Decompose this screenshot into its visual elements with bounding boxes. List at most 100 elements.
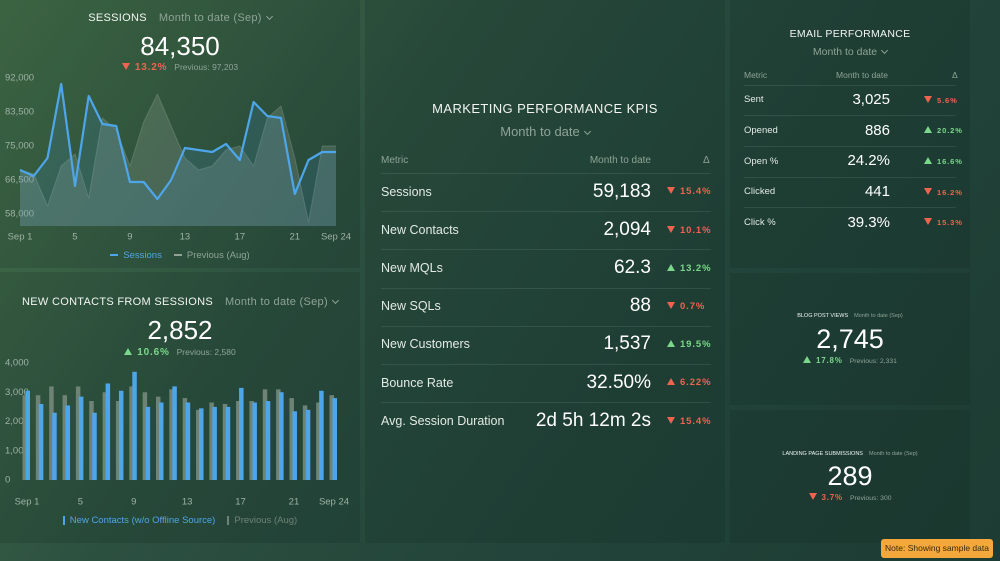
trend-arrow xyxy=(803,356,812,363)
row-divider xyxy=(381,249,711,251)
x-tick-label: 13 xyxy=(182,497,193,508)
period-selector[interactable]: Month to date xyxy=(730,46,970,58)
metric-name: Open % xyxy=(744,155,779,167)
widget-header: LANDING PAGE SUBMISSIONS Month to date (S… xyxy=(730,451,970,457)
metric-name: Click % xyxy=(744,217,776,229)
y-tick-label: 3,000 xyxy=(5,387,29,398)
bar xyxy=(22,395,27,480)
bar xyxy=(265,401,271,480)
bar xyxy=(279,392,284,480)
new-contacts-chart: 0 1,000 2,000 3,000 4,000 Sep 1 5 9 13 17 21 Sep 24 xyxy=(5,358,349,508)
bar xyxy=(49,386,54,480)
period-selector[interactable]: Month to date (Sep) xyxy=(868,451,918,457)
metric-name: New MQLs xyxy=(381,260,443,275)
bar xyxy=(38,403,44,480)
bar xyxy=(75,386,81,480)
metric-change: 15.3% xyxy=(924,218,963,227)
trend-arrow xyxy=(808,493,817,500)
change: 3.7% xyxy=(821,493,843,502)
landing-submissions-widget: LANDING PAGE SUBMISSIONS Month to date (S… xyxy=(730,410,970,543)
row-divider xyxy=(744,146,956,148)
bar xyxy=(132,371,137,480)
bar xyxy=(289,398,294,480)
y-tick-label: 1,000 xyxy=(5,445,29,456)
change: 20.2% xyxy=(937,126,963,136)
metric-value: 886 xyxy=(864,121,890,139)
chevron xyxy=(265,12,273,21)
kpi-widget: MARKETING PERFORMANCE KPIS Month to date… xyxy=(365,0,725,543)
widget-title: EMAIL PERFORMANCE xyxy=(789,28,911,40)
bar xyxy=(236,401,241,480)
legend-item: Previous (Aug) xyxy=(173,250,250,261)
legend-swatch xyxy=(110,254,119,257)
x-tick-label: Sep 1 xyxy=(8,232,33,243)
metric-name: Clicked xyxy=(744,186,776,198)
change: 16.6% xyxy=(937,156,963,166)
y-tick-label: 75,000 xyxy=(5,141,34,152)
x-tick-label: 21 xyxy=(289,497,300,508)
metric-value: 2d 5h 12m 2s xyxy=(535,409,651,431)
trend-arrow xyxy=(924,95,932,103)
sample-data-note: Note: Showing sample data xyxy=(881,539,993,558)
previous-value: Previous: 2,331 xyxy=(849,358,897,365)
bar xyxy=(239,387,244,480)
bar xyxy=(78,396,84,480)
trend-arrow xyxy=(667,187,675,195)
metric-value: 24.2% xyxy=(847,152,890,170)
previous-value: Previous: 300 xyxy=(849,495,892,502)
y-tick-label: 92,000 xyxy=(5,73,34,84)
trend-arrow xyxy=(924,156,932,164)
widget-title: BLOG POST VIEWS xyxy=(797,313,849,319)
new-contacts-widget: 0 1,000 2,000 3,000 4,000 Sep 1 5 9 13 17 21 Sep 24… xyxy=(0,272,360,543)
bar xyxy=(249,401,254,480)
y-tick-label: 0 xyxy=(5,475,10,486)
bar xyxy=(172,386,177,480)
legend: Sessions Previous (Aug) xyxy=(0,250,360,261)
period-selector[interactable]: Month to date xyxy=(365,124,725,139)
widget-title: MARKETING PERFORMANCE KPIS xyxy=(432,101,658,116)
bar xyxy=(129,386,134,480)
change: 5.6% xyxy=(937,95,958,105)
change: 10.6% xyxy=(137,347,170,358)
y-tick-label: 66,500 xyxy=(5,175,34,186)
bar xyxy=(62,395,68,480)
period-selector[interactable]: Month to date (Sep) xyxy=(854,313,903,319)
x-tick-label: 9 xyxy=(131,497,136,508)
y-tick-label: 2,000 xyxy=(5,416,29,427)
bar xyxy=(212,406,217,480)
metric-change: 19.5% xyxy=(667,339,711,350)
row-divider xyxy=(381,325,711,327)
change: 10.1% xyxy=(680,224,712,236)
bar xyxy=(319,390,324,480)
period-selector[interactable]: Month to date (Sep) xyxy=(225,296,328,308)
trend-arrow xyxy=(667,416,675,424)
metric-change: 13.2% xyxy=(667,263,711,274)
bar xyxy=(89,401,94,480)
bar xyxy=(65,405,71,480)
metric-value: 39.3% xyxy=(847,213,890,231)
bar xyxy=(169,389,174,480)
bar xyxy=(185,402,191,480)
legend-swatch xyxy=(227,515,230,525)
metric-change: 0.7% xyxy=(667,301,705,312)
metric-value: 88 xyxy=(629,295,651,317)
legend-item: New Contacts (w/o Offline Source) xyxy=(62,515,215,526)
row-divider xyxy=(381,363,711,365)
change: 13.2% xyxy=(680,262,712,274)
change-row: 17.8% Previous: 2,331 xyxy=(730,356,970,365)
trend-arrow xyxy=(667,340,675,348)
metric-change: 6.22% xyxy=(667,377,711,388)
blog-views-widget: BLOG POST VIEWS Month to date (Sep) 2,745… xyxy=(730,273,970,405)
bar xyxy=(316,402,321,480)
legend-label: Previous (Aug) xyxy=(186,250,250,261)
bar xyxy=(105,383,111,480)
period-selector[interactable]: Month to date (Sep) xyxy=(158,12,262,24)
trend-arrow xyxy=(667,301,675,309)
email-widget: EMAIL PERFORMANCE Month to date Metric Mo… xyxy=(730,0,970,268)
area xyxy=(20,94,336,226)
widget-value: 2,745 xyxy=(816,324,884,354)
bar xyxy=(142,392,148,480)
y-tick-label: 83,500 xyxy=(5,107,34,118)
change-row: 13.2% Previous: 97,203 xyxy=(0,62,360,73)
bar xyxy=(52,412,57,480)
